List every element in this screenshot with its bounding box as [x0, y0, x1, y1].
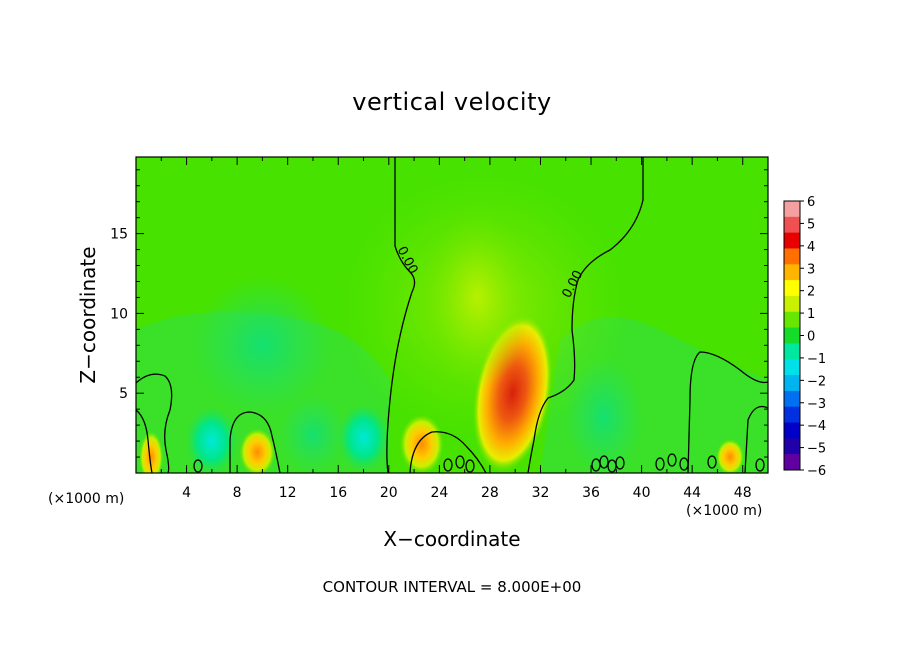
y-tick-label: 15	[110, 227, 128, 243]
colorbar-swatch	[784, 311, 800, 329]
colorbar-tick-label: 0	[807, 330, 815, 345]
x-tick-label: 44	[683, 485, 701, 501]
small-contour	[443, 458, 453, 472]
plot-frame	[135, 156, 769, 474]
field-extremum	[185, 407, 238, 473]
zero-contour-line	[136, 373, 173, 473]
field-extremum	[239, 428, 276, 473]
colorbar-swatch	[784, 406, 800, 424]
colorbar-tick-label: −6	[807, 464, 826, 479]
colorbar-swatch	[784, 454, 800, 471]
field-extremum	[139, 431, 164, 473]
x-tick-label: 40	[633, 485, 651, 501]
zero-contour-line	[136, 409, 153, 473]
field-extremum	[399, 414, 444, 473]
colorbar-tick-label: −5	[807, 442, 826, 457]
small-contour	[707, 455, 717, 469]
x-tick-label: 36	[582, 485, 600, 501]
x-tick-label: 12	[279, 485, 297, 501]
colorbar-tick-label: −3	[807, 397, 826, 412]
small-contour	[655, 457, 665, 471]
x-tick-label: 24	[430, 485, 448, 501]
contour-interval-note: CONTOUR INTERVAL = 8.000E+00	[322, 578, 582, 596]
colorbar-swatch	[784, 343, 800, 360]
small-contour	[755, 458, 765, 472]
chart-title: vertical velocity	[352, 88, 552, 116]
zero-contour-line	[687, 351, 768, 473]
colorbar-swatch	[784, 295, 800, 313]
field-extremum	[337, 403, 390, 472]
x-tick-label: 4	[182, 485, 191, 501]
small-contour	[667, 453, 677, 467]
field-extremum	[278, 394, 347, 473]
colorbar-tick-label: 3	[807, 262, 815, 277]
x-tick-label: 28	[481, 485, 499, 501]
colorbar-swatch	[784, 201, 800, 218]
y-tick-label: 5	[119, 386, 128, 402]
colorbar-swatch	[784, 216, 800, 234]
small-contour	[193, 459, 203, 473]
y-tick-label: 10	[110, 306, 128, 322]
x-tick-label: 20	[380, 485, 398, 501]
colorbar-swatch	[784, 359, 800, 376]
zero-contour-line	[527, 157, 644, 473]
small-contour	[599, 455, 609, 469]
x-tick-label: 48	[734, 485, 752, 501]
zero-contour-line	[229, 411, 281, 473]
y-axis-unit: (×1000 m)	[48, 491, 125, 507]
colorbar-swatch	[784, 438, 800, 455]
x-axis-label: X−coordinate	[383, 527, 521, 551]
colorbar-swatch	[784, 390, 800, 408]
field-extremum	[192, 275, 333, 416]
x-axis-unit: (×1000 m)	[686, 503, 763, 519]
field-extremum	[716, 439, 745, 473]
colorbar-tick-label: 4	[807, 240, 815, 255]
zero-contour-line	[386, 157, 416, 473]
small-contour	[455, 455, 465, 469]
colorbar-swatch	[784, 327, 800, 344]
field-extremum	[422, 207, 533, 388]
zero-contour-line	[409, 431, 487, 473]
colorbar-swatch	[784, 422, 800, 439]
colorbar-tick-label: 5	[807, 217, 815, 232]
colorbar-swatch	[784, 248, 800, 265]
zero-contour-line	[744, 405, 768, 473]
small-contour	[679, 457, 689, 471]
colorbar-tick-label: −1	[807, 352, 826, 367]
colorbar-tick-label: 2	[807, 285, 815, 300]
field-extremum	[563, 357, 644, 473]
colorbar-tick-label: 6	[807, 195, 815, 210]
colorbar-tick-label: −2	[807, 374, 826, 389]
colorbar-tick-label: −4	[807, 419, 826, 434]
colorbar-swatch	[784, 264, 800, 281]
small-contour	[465, 459, 475, 473]
colorbar-tick-label: 1	[807, 307, 815, 322]
colorbar-swatch	[784, 280, 800, 297]
x-tick-label: 8	[233, 485, 242, 501]
colorbar-swatch	[784, 232, 800, 249]
small-contour	[615, 456, 625, 470]
x-tick-label: 16	[329, 485, 347, 501]
x-tick-label: 32	[532, 485, 550, 501]
colorbar-swatch	[784, 375, 800, 392]
